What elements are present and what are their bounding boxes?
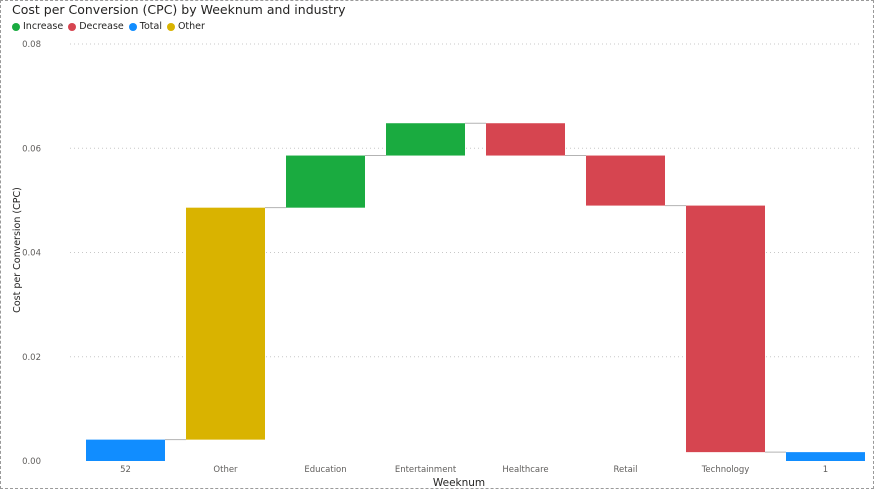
legend-label-increase: Increase [23,21,64,32]
legend-item-decrease[interactable]: Decrease [68,21,124,32]
y-tick-label: 0.02 [22,353,41,363]
chart-legend: Increase Decrease Total Other [12,21,210,32]
bar-entertainment[interactable] [386,123,465,156]
legend-label-other: Other [177,21,205,32]
legend-swatch-increase [12,22,20,31]
y-axis-ticks: 0.00 0.02 0.04 0.06 0.08 [22,40,41,467]
x-tick-label: Technology [701,465,750,475]
legend-item-total[interactable]: Total [128,21,162,32]
bar-education[interactable] [286,155,365,208]
x-tick-label: 1 [823,465,828,475]
legend-item-other[interactable]: Other [166,21,205,32]
x-axis-label: Weeknum [433,477,485,489]
y-axis-label: Cost per Conversion (CPC) [12,187,23,313]
bar-technology[interactable] [686,205,765,453]
y-tick-label: 0.06 [22,144,41,154]
bar-1[interactable] [786,452,865,461]
x-tick-label: Education [304,465,346,475]
chart-title: Cost per Conversion (CPC) by Weeknum and… [12,2,346,17]
x-tick-label: 52 [120,465,131,475]
x-tick-label: Other [213,465,238,475]
bar-52[interactable] [86,439,165,461]
legend-item-increase[interactable]: Increase [12,21,63,32]
bar-retail[interactable] [586,155,665,206]
bar-other[interactable] [186,207,265,440]
legend-swatch-decrease [68,22,77,31]
x-tick-label: Entertainment [395,465,457,475]
y-tick-label: 0.00 [22,457,41,467]
legend-swatch-total [128,22,137,31]
bar-healthcare[interactable] [486,123,565,156]
x-tick-label: Healthcare [502,465,548,475]
legend-label-decrease: Decrease [79,21,124,32]
connectors [165,122,786,453]
bars [86,123,865,461]
y-tick-label: 0.08 [22,40,41,50]
legend-label-total: Total [139,21,162,32]
x-axis-ticks: 52 Other Education Entertainment Healthcare R… [120,465,828,475]
y-tick-label: 0.04 [22,249,41,259]
legend-swatch-other [166,22,175,31]
x-tick-label: Retail [613,465,637,475]
